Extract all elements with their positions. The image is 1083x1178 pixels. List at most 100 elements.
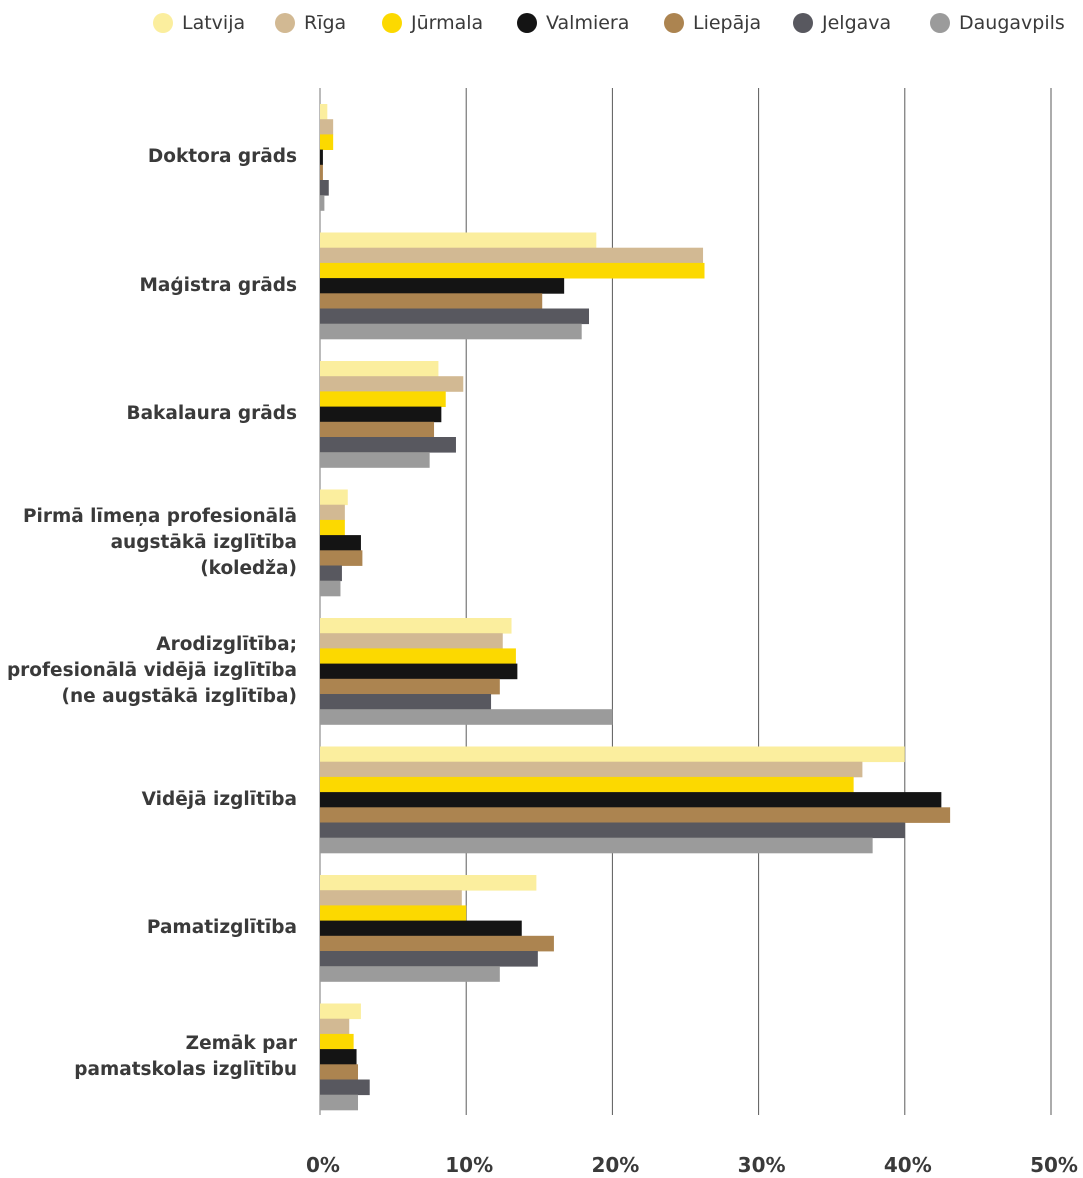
category-label-line: Pamatizglītība — [146, 917, 297, 939]
legend-item-valmiera: Valmiera — [517, 8, 629, 38]
bar-jurmala-7 — [320, 1033, 354, 1050]
bar-valmiera-0 — [320, 149, 323, 166]
bar-daugavpils-7 — [320, 1094, 359, 1111]
legend-label: Valmiera — [546, 12, 630, 34]
category-label: Zemāk par pamatskolas izglītību — [0, 1031, 297, 1083]
category-label: Vidējā izglītība — [0, 787, 297, 813]
category-label-line: Pirmā līmeņa profesionālā — [22, 505, 297, 527]
bar-valmiera-3 — [320, 535, 361, 551]
x-tick-label: 20% — [591, 1153, 639, 1177]
bar-daugavpils-4 — [320, 709, 613, 725]
bar-jurmala-4 — [320, 648, 516, 664]
legend-swatch — [153, 13, 173, 33]
bar-jelgava-5 — [320, 822, 905, 839]
bar-jurmala-1 — [320, 262, 705, 279]
category-label: Bakalaura grāds — [0, 401, 297, 427]
category-label: Pamatizglītība — [0, 915, 297, 941]
bar-latvija-4 — [320, 618, 512, 634]
legend-swatch — [275, 13, 295, 33]
legend-swatch — [382, 13, 402, 33]
bar-daugavpils-6 — [320, 966, 500, 982]
bar-riga-6 — [320, 890, 462, 906]
x-tick-label: 50% — [1030, 1153, 1078, 1177]
bar-liepaja-7 — [320, 1064, 359, 1080]
legend-item-daugavpils: Daugavpils — [930, 8, 1065, 38]
legend-label: Daugavpils — [959, 12, 1065, 34]
bar-jurmala-0 — [320, 134, 334, 150]
bar-riga-5 — [320, 761, 863, 778]
bar-jelgava-2 — [320, 437, 456, 453]
category-label: Maģistra grāds — [0, 273, 298, 299]
bar-valmiera-1 — [320, 278, 565, 294]
bar-daugavpils-0 — [320, 195, 325, 211]
bar-jelgava-3 — [320, 565, 342, 582]
category-label-line: Zemāk par — [185, 1032, 297, 1054]
bar-jelgava-7 — [320, 1079, 370, 1096]
legend-label: Rīga — [304, 12, 347, 34]
bar-valmiera-2 — [320, 406, 442, 423]
bar-liepaja-1 — [320, 293, 543, 309]
legend-label: Jelgava — [822, 12, 892, 34]
bar-liepaja-5 — [320, 807, 951, 823]
bar-riga-0 — [320, 119, 334, 135]
legend-item-riga: Rīga — [275, 8, 346, 38]
legend-item-jelgava: Jelgava — [793, 8, 891, 38]
x-tick-label: 40% — [884, 1153, 932, 1177]
legend-item-latvija: Latvija — [153, 8, 245, 38]
bar-liepaja-0 — [320, 164, 323, 181]
category-label: Doktora grāds — [0, 144, 297, 170]
bar-liepaja-2 — [320, 421, 435, 438]
category-label-line: Vidējā izglītība — [141, 788, 297, 810]
bar-jurmala-2 — [320, 391, 446, 407]
category-label-line: Arodizglītība; — [156, 634, 297, 656]
bar-daugavpils-3 — [320, 580, 341, 597]
category-label: Arodizglītība; profesionālā vidējā izglīt… — [0, 632, 297, 710]
bar-jelgava-0 — [320, 180, 329, 196]
legend-label: Liepāja — [693, 12, 762, 34]
category-label-line: Maģistra grāds — [139, 274, 298, 296]
legend-label: Jūrmala — [411, 12, 484, 34]
bar-latvija-2 — [320, 361, 439, 377]
category-label-line: pamatskolas izglītību — [74, 1058, 297, 1080]
category-label-line: profesionālā vidējā izglītība — [6, 660, 297, 682]
bar-jurmala-6 — [320, 905, 467, 921]
legend: Latvija Rīga Jūrmala Valmiera Liepāja Jelgava… — [0, 8, 1083, 38]
legend-swatch — [793, 13, 813, 33]
category-label-line: augstākā izglītība — [110, 531, 297, 553]
legend-swatch — [517, 13, 537, 33]
bar-jurmala-5 — [320, 776, 854, 793]
category-label-line: Doktora grāds — [147, 146, 297, 168]
legend-swatch — [930, 13, 950, 33]
bar-liepaja-4 — [320, 678, 500, 695]
legend-item-jurmala: Jūrmala — [382, 8, 483, 38]
bar-jurmala-3 — [320, 519, 345, 536]
bar-daugavpils-2 — [320, 452, 430, 468]
bar-latvija-0 — [320, 104, 328, 120]
bar-valmiera-6 — [320, 920, 522, 937]
bar-daugavpils-5 — [320, 837, 873, 854]
bar-latvija-6 — [320, 875, 537, 891]
bar-latvija-7 — [320, 1003, 361, 1020]
bar-jelgava-1 — [320, 308, 590, 325]
category-label-line: (ne augstākā izglītība) — [61, 686, 297, 708]
category-label-line: (koledža) — [200, 557, 297, 579]
bar-valmiera-4 — [320, 663, 518, 680]
bar-valmiera-5 — [320, 792, 942, 808]
bar-latvija-3 — [320, 489, 348, 506]
category-label-line: Bakalaura grāds — [126, 403, 297, 425]
bar-riga-2 — [320, 376, 464, 392]
bar-latvija-5 — [320, 746, 905, 763]
x-tick-label: 10% — [445, 1153, 493, 1177]
bar-latvija-1 — [320, 232, 597, 249]
bar-riga-3 — [320, 504, 345, 521]
legend-item-liepaja: Liepāja — [664, 8, 761, 38]
bar-liepaja-6 — [320, 935, 554, 952]
bar-riga-4 — [320, 633, 503, 649]
legend-label: Latvija — [182, 12, 246, 34]
x-tick-label: 30% — [738, 1153, 786, 1177]
bar-jelgava-6 — [320, 951, 538, 967]
bar-daugavpils-1 — [320, 323, 582, 340]
category-label: Pirmā līmeņa profesionālā augstākā izglīt… — [0, 504, 297, 582]
bar-jelgava-4 — [320, 694, 492, 710]
